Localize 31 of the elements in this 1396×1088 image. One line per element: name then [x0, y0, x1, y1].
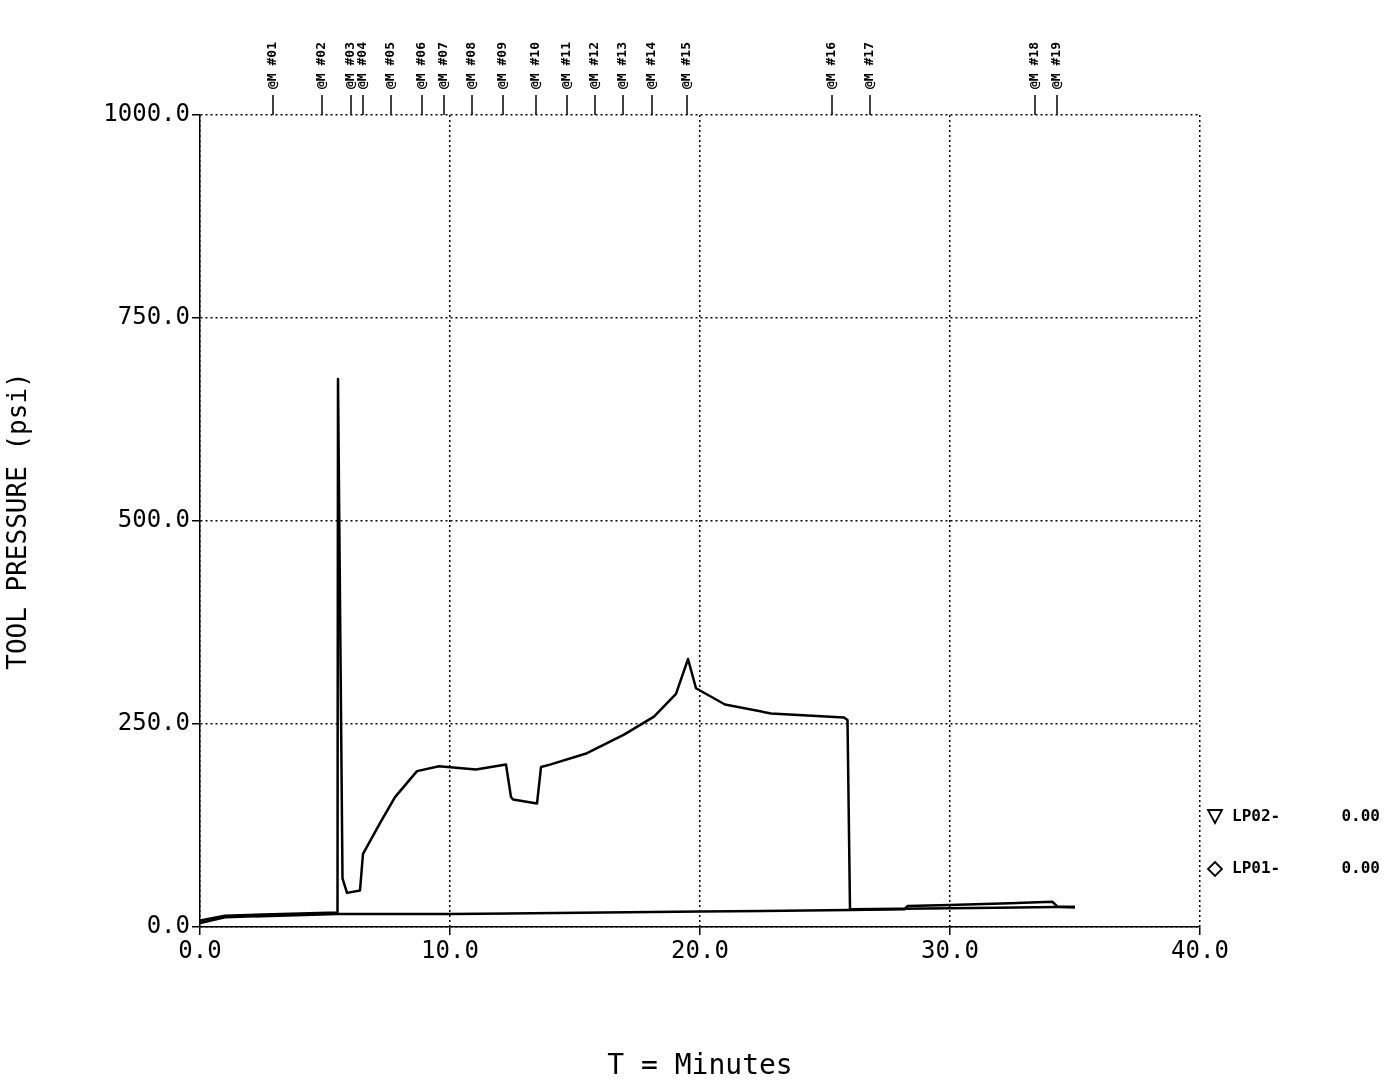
ref-line-label: @M #16: [823, 41, 839, 89]
x-tick-label: 20.0: [671, 935, 729, 964]
y-axis-title: TOOL PRESSURE (psi): [2, 372, 33, 670]
ref-line-label: @M #18: [1026, 41, 1042, 89]
x-axis-title: T = Minutes: [607, 1048, 793, 1082]
ref-line-label: @M #12: [586, 42, 602, 89]
ref-line-label: @M #09: [494, 42, 510, 89]
ref-line-label: @M #05: [382, 42, 398, 89]
y-tick-label: 250.0: [117, 708, 190, 737]
ref-line-label: @M #07: [435, 42, 451, 89]
ref-line-label: @M #10: [527, 41, 543, 89]
legend-label: LP01-: [1232, 858, 1281, 878]
y-tick-label: 1000.0: [103, 99, 190, 128]
ref-line-label: @M #02: [313, 42, 329, 89]
ref-line-label: @M #14: [643, 41, 659, 89]
text: 0.00: [1341, 858, 1380, 878]
ref-line-label: @M #01: [264, 41, 280, 89]
x-tick-label: 10.0: [421, 935, 479, 964]
ref-line-label: @M #19: [1048, 42, 1064, 89]
x-tick-label: 30.0: [921, 935, 979, 964]
y-tick-label: 750.0: [117, 302, 190, 331]
ref-line-label: @M #06: [413, 41, 429, 89]
ref-line-label: @M #13: [614, 42, 630, 89]
ref-line-label: @M #11: [558, 41, 574, 89]
ref-line-label: @M #15: [678, 42, 694, 89]
text: 0.00: [1341, 806, 1380, 826]
legend-label: LP02-: [1232, 806, 1281, 826]
ref-line-label: @M #08: [463, 41, 479, 89]
ref-line-label: @M #17: [861, 42, 877, 89]
x-tick-label: 40.0: [1171, 935, 1229, 964]
y-tick-label: 500.0: [117, 505, 190, 534]
